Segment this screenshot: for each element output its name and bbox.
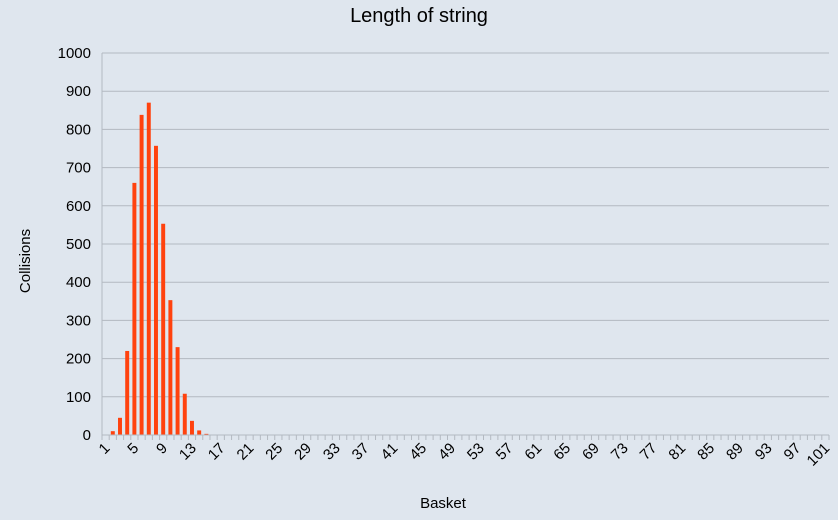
y-tick-label: 400 bbox=[66, 274, 91, 291]
x-tick-label: 85 bbox=[694, 440, 718, 464]
bar bbox=[139, 114, 144, 435]
x-tick-label: 101 bbox=[804, 440, 834, 470]
bar bbox=[161, 223, 166, 435]
y-tick-label: 900 bbox=[66, 83, 91, 100]
x-ticks: 1 5 9 13 17 21 25 29 33 37 41 45 49 53 57 61 65 69 73 77 81 8… bbox=[96, 435, 834, 470]
x-tick-label: 29 bbox=[291, 440, 315, 464]
x-tick-label: 49 bbox=[435, 440, 459, 464]
x-tick-label: 53 bbox=[464, 440, 488, 464]
gridlines bbox=[102, 52, 829, 436]
x-tick-label: 77 bbox=[637, 440, 661, 464]
bar bbox=[154, 145, 158, 436]
bar bbox=[197, 430, 202, 435]
y-tick-label: 500 bbox=[66, 236, 91, 253]
y-tick-labels: 0 100 200 300 400 500 600 700 800 900 1000 bbox=[58, 45, 91, 444]
y-tick-label: 300 bbox=[66, 312, 91, 329]
x-axis-label: Basket bbox=[420, 495, 467, 512]
bar bbox=[118, 417, 122, 435]
bar bbox=[204, 433, 209, 435]
bar bbox=[182, 393, 187, 435]
y-tick-label: 700 bbox=[66, 160, 91, 177]
bar bbox=[132, 182, 137, 435]
bar bbox=[175, 347, 180, 435]
bar bbox=[168, 300, 173, 435]
y-tick-label: 200 bbox=[66, 351, 91, 368]
x-tick-label: 17 bbox=[205, 440, 229, 464]
bar bbox=[146, 102, 151, 435]
chart-title: Length of string bbox=[350, 5, 488, 27]
bar bbox=[125, 350, 130, 435]
x-tick-label: 69 bbox=[579, 440, 603, 464]
x-tick-label: 5 bbox=[124, 440, 142, 458]
y-tick-label: 600 bbox=[66, 198, 91, 215]
x-tick-label: 61 bbox=[521, 440, 545, 464]
x-tick-label: 25 bbox=[262, 440, 286, 464]
x-tick-label: 65 bbox=[550, 440, 574, 464]
x-tick-label: 89 bbox=[723, 440, 747, 464]
x-tick-label: 41 bbox=[378, 440, 402, 464]
x-tick-label: 21 bbox=[234, 440, 258, 464]
x-tick-label: 45 bbox=[406, 440, 430, 464]
x-tick-label: 1 bbox=[96, 440, 114, 458]
x-tick-label: 57 bbox=[493, 440, 517, 464]
x-tick-label: 37 bbox=[349, 440, 373, 464]
x-tick-label: 97 bbox=[781, 440, 805, 464]
y-tick-label: 800 bbox=[66, 121, 91, 138]
x-tick-label: 13 bbox=[176, 440, 200, 464]
x-tick-label: 93 bbox=[752, 440, 776, 464]
bar bbox=[110, 431, 115, 435]
y-tick-label: 100 bbox=[66, 389, 91, 406]
x-tick-label: 9 bbox=[153, 440, 171, 458]
bar bbox=[189, 420, 194, 435]
x-tick-label: 73 bbox=[608, 440, 632, 464]
x-tick-label: 33 bbox=[320, 440, 344, 464]
y-tick-label: 1000 bbox=[58, 45, 91, 62]
x-tick-label: 81 bbox=[665, 440, 689, 464]
bars bbox=[110, 102, 216, 436]
y-tick-label: 0 bbox=[83, 427, 91, 444]
y-axis-label: Collisions bbox=[17, 229, 34, 293]
